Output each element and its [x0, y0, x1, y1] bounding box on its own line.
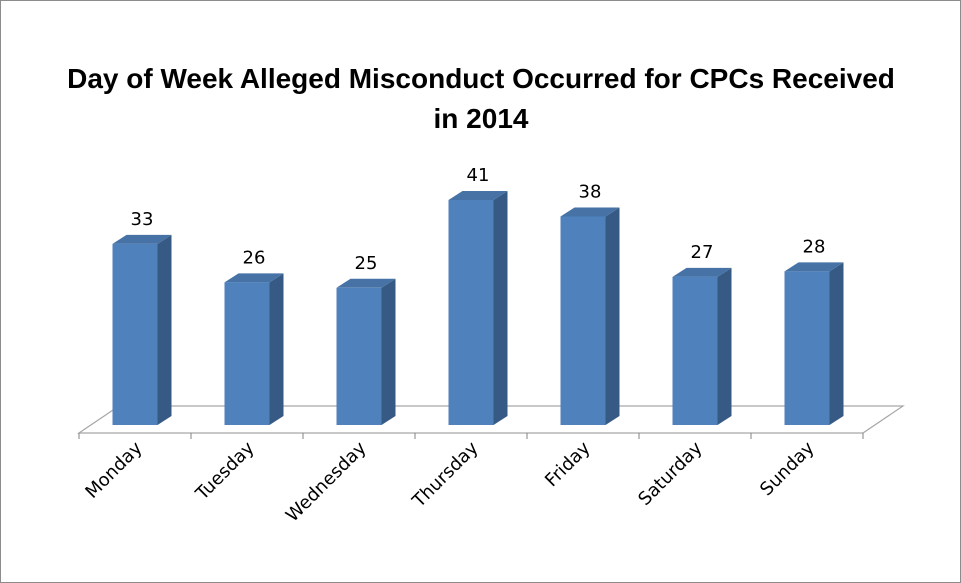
- bar-top: [672, 267, 732, 277]
- chart-title: Day of Week Alleged Misconduct Occurred …: [67, 63, 895, 134]
- bar-top: [448, 191, 508, 200]
- bar-top: [336, 278, 396, 288]
- x-tick-label: Thursday: [408, 437, 483, 512]
- bar-side: [493, 191, 508, 425]
- bar-side: [381, 278, 396, 425]
- bar: [224, 282, 270, 425]
- bar: [448, 200, 494, 425]
- bar: [560, 216, 606, 425]
- x-tick-label: Tuesday: [191, 437, 259, 505]
- x-tick-label: Wednesday: [282, 437, 371, 526]
- floor: [77, 405, 905, 434]
- value-label: 38: [579, 181, 602, 202]
- value-label: 27: [691, 242, 714, 263]
- x-tick-label: Sunday: [756, 437, 819, 500]
- bar-top: [784, 262, 844, 272]
- x-tick-label: Monday: [81, 437, 146, 502]
- bar-side: [605, 207, 620, 425]
- value-label: 41: [467, 165, 490, 186]
- bar-top: [560, 207, 620, 217]
- value-label: 25: [355, 253, 378, 274]
- value-label: 28: [803, 236, 826, 257]
- bar-top: [224, 273, 284, 283]
- x-tick-label: Saturday: [634, 437, 706, 509]
- bar-top: [112, 234, 172, 244]
- bar-side: [717, 267, 732, 425]
- value-label: 26: [243, 247, 266, 268]
- x-tick-label: Friday: [541, 437, 595, 491]
- bar: [336, 287, 382, 425]
- bar-side: [157, 234, 172, 425]
- bar: [112, 243, 158, 425]
- bar: [784, 271, 830, 425]
- bar-side: [829, 262, 844, 425]
- bar: [672, 276, 718, 425]
- bar-side: [269, 273, 284, 425]
- value-label: 33: [131, 209, 154, 230]
